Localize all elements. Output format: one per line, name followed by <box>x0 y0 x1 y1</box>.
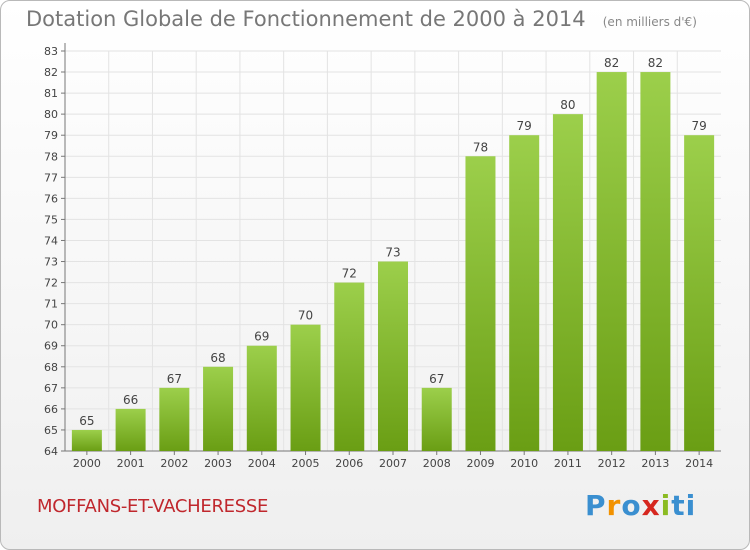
x-tick-label: 2004 <box>248 457 276 470</box>
data-label: 69 <box>254 330 269 344</box>
chart-unit-text: (en milliers d'€) <box>602 15 697 29</box>
y-tick-label: 82 <box>44 66 58 79</box>
data-label: 79 <box>691 119 706 133</box>
logo-letter: x <box>641 489 661 522</box>
data-label: 82 <box>648 56 663 70</box>
y-tick-label: 66 <box>44 403 58 416</box>
y-tick-label: 81 <box>44 87 58 100</box>
bar <box>246 345 277 451</box>
x-tick-label: 2010 <box>510 457 538 470</box>
logo-letter: r <box>606 489 622 522</box>
logo-letter: P <box>585 489 607 522</box>
logo-letter: o <box>621 489 642 522</box>
bar <box>684 135 715 452</box>
proxiti-logo[interactable]: Proxiti <box>585 489 696 522</box>
bar <box>334 282 365 451</box>
bar <box>509 135 540 452</box>
y-tick-label: 65 <box>44 424 58 437</box>
y-tick-label: 80 <box>44 108 58 121</box>
data-label: 72 <box>342 267 357 281</box>
labels: 64 65 66 67 68 69 70 71 72 73 74 75 76 77 78 79 80 81 82 83… <box>44 45 713 470</box>
y-tick-label: 75 <box>44 213 58 226</box>
data-label: 68 <box>210 351 225 365</box>
data-label: 73 <box>385 246 400 260</box>
chart-title-text: Dotation Globale de Fonctionnement de 20… <box>26 7 586 31</box>
logo-letter: i <box>685 489 697 522</box>
data-label: 66 <box>123 393 138 407</box>
bar <box>421 387 452 451</box>
x-tick-label: 2008 <box>423 457 451 470</box>
x-tick-label: 2003 <box>204 457 232 470</box>
bar <box>159 387 190 451</box>
x-tick-label: 2009 <box>466 457 494 470</box>
x-tick-label: 2013 <box>641 457 669 470</box>
y-tick-label: 64 <box>44 445 58 458</box>
bar <box>640 72 671 451</box>
y-tick-label: 77 <box>44 171 58 184</box>
y-tick-label: 78 <box>44 150 58 163</box>
logo-letter: i <box>660 489 672 522</box>
y-tick-label: 68 <box>44 361 58 374</box>
bar <box>115 408 146 451</box>
commune-name: MOFFANS-ET-VACHERESSE <box>37 496 269 517</box>
x-tick-label: 2006 <box>335 457 363 470</box>
data-label: 65 <box>79 414 94 428</box>
y-tick-label: 83 <box>44 45 58 58</box>
data-label: 67 <box>429 372 444 386</box>
y-tick-label: 67 <box>44 382 58 395</box>
y-tick-label: 73 <box>44 256 58 269</box>
bar <box>378 261 408 451</box>
bar <box>71 429 102 451</box>
bar <box>203 366 234 451</box>
data-label: 70 <box>298 309 313 323</box>
y-tick-label: 76 <box>44 192 58 205</box>
x-tick-label: 2014 <box>685 457 713 470</box>
x-tick-label: 2005 <box>292 457 320 470</box>
logo-letter: t <box>671 489 686 522</box>
bar <box>465 156 496 451</box>
x-tick-label: 2001 <box>117 457 145 470</box>
y-tick-label: 74 <box>44 234 58 247</box>
bar <box>596 72 627 451</box>
x-tick-label: 2002 <box>160 457 188 470</box>
y-tick-label: 72 <box>44 277 58 290</box>
x-tick-label: 2007 <box>379 457 407 470</box>
x-tick-label: 2000 <box>73 457 101 470</box>
data-label: 80 <box>560 98 575 112</box>
chart-title: Dotation Globale de Fonctionnement de 20… <box>26 7 697 31</box>
bar <box>552 114 583 451</box>
data-label: 79 <box>517 119 532 133</box>
data-label: 67 <box>167 372 182 386</box>
y-tick-label: 79 <box>44 129 58 142</box>
bar <box>290 324 321 451</box>
data-label: 82 <box>604 56 619 70</box>
y-tick-label: 70 <box>44 319 58 332</box>
x-tick-label: 2011 <box>554 457 582 470</box>
bars <box>71 72 715 452</box>
y-tick-label: 69 <box>44 340 58 353</box>
data-label: 78 <box>473 140 488 154</box>
y-tick-label: 71 <box>44 298 58 311</box>
x-tick-label: 2012 <box>598 457 626 470</box>
